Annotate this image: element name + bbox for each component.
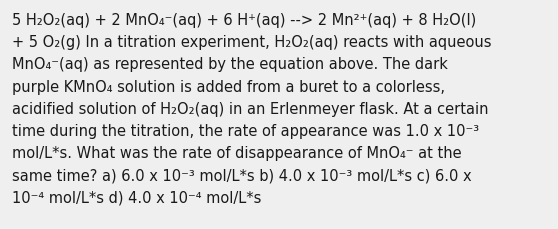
Text: acidified solution of H₂O₂(aq) in an Erlenmeyer flask. At a certain: acidified solution of H₂O₂(aq) in an Erl… <box>12 101 488 116</box>
Text: purple KMnO₄ solution is added from a buret to a colorless,: purple KMnO₄ solution is added from a bu… <box>12 79 445 94</box>
Text: MnO₄⁻(aq) as represented by the equation above. The dark: MnO₄⁻(aq) as represented by the equation… <box>12 57 448 72</box>
Text: same time? a) 6.0 x 10⁻³ mol/L*s b) 4.0 x 10⁻³ mol/L*s c) 6.0 x: same time? a) 6.0 x 10⁻³ mol/L*s b) 4.0 … <box>12 168 472 183</box>
Text: 5 H₂O₂(aq) + 2 MnO₄⁻(aq) + 6 H⁺(aq) --> 2 Mn²⁺(aq) + 8 H₂O(l): 5 H₂O₂(aq) + 2 MnO₄⁻(aq) + 6 H⁺(aq) --> … <box>12 13 476 28</box>
Text: + 5 O₂(g) In a titration experiment, H₂O₂(aq) reacts with aqueous: + 5 O₂(g) In a titration experiment, H₂O… <box>12 35 492 50</box>
Text: 10⁻⁴ mol/L*s d) 4.0 x 10⁻⁴ mol/L*s: 10⁻⁴ mol/L*s d) 4.0 x 10⁻⁴ mol/L*s <box>12 190 261 205</box>
Text: mol/L*s. What was the rate of disappearance of MnO₄⁻ at the: mol/L*s. What was the rate of disappeara… <box>12 146 461 161</box>
Text: time during the titration, the rate of appearance was 1.0 x 10⁻³: time during the titration, the rate of a… <box>12 123 479 138</box>
